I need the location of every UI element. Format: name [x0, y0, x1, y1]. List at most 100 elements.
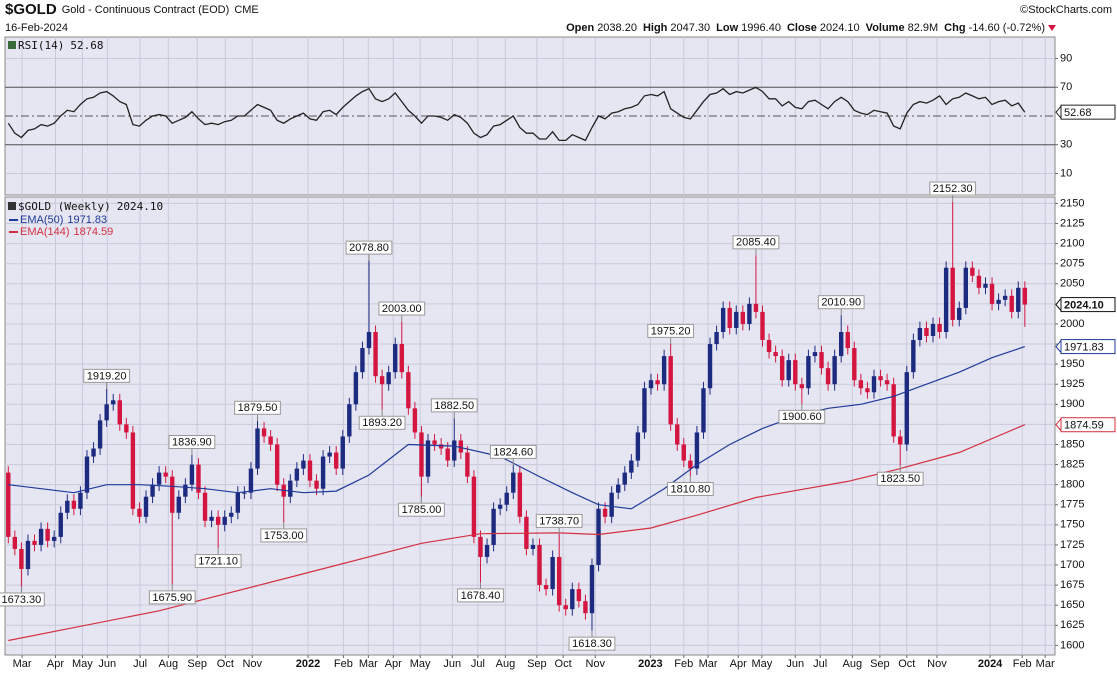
annotation-box: [0, 592, 45, 607]
candle-body: [563, 605, 568, 610]
candle-body: [970, 267, 975, 276]
candle-body: [963, 267, 969, 308]
annotation-label: 2003.00: [382, 303, 422, 315]
annotation-box: [817, 295, 865, 310]
candle-body: [727, 307, 732, 328]
rsi-line: [7, 86, 1026, 142]
candle-body: [406, 372, 411, 409]
candle-body: [6, 472, 11, 537]
date: 16-Feb-2024: [5, 22, 68, 34]
x-tick-label: Feb: [334, 658, 353, 670]
quote-key: Open: [566, 22, 594, 34]
candle-body: [307, 460, 313, 481]
x-tick-label: Nov: [585, 658, 605, 670]
candle-body: [45, 528, 50, 541]
candle-body: [681, 444, 686, 461]
quote-value: 1996.40: [741, 22, 781, 34]
candle-body: [688, 460, 693, 469]
candle-body: [71, 500, 77, 509]
annotation-label: 1738.70: [539, 515, 579, 527]
candle-body: [589, 565, 595, 614]
annotation-box: [489, 444, 537, 459]
y-tick-label: 70: [1060, 81, 1072, 93]
annotation-label: 1975.20: [651, 325, 691, 337]
candle-body: [943, 267, 949, 332]
candle-body: [465, 452, 470, 477]
y-tick-label: 1825: [1060, 458, 1084, 470]
candle-body: [379, 376, 385, 385]
candle-body: [288, 480, 293, 497]
candle-body: [117, 400, 122, 425]
x-tick-label: Mar: [1036, 658, 1055, 670]
annotation-label: 2078.80: [349, 242, 389, 254]
candle-body: [537, 544, 542, 586]
annotation-label: 2152.30: [933, 183, 973, 195]
badge-pointer: [1055, 297, 1062, 312]
candle-body: [825, 368, 831, 385]
candle-body: [845, 331, 850, 349]
candle-body: [25, 540, 31, 570]
x-tick-label: Oct: [217, 658, 234, 670]
candle-body: [91, 448, 96, 457]
candle-body: [1002, 295, 1008, 300]
legend-value: 1971.83: [67, 214, 107, 226]
candle-body: [773, 352, 778, 357]
annotation-box: [398, 502, 445, 517]
quote-value: 2024.10: [820, 22, 860, 34]
candle-body: [701, 388, 706, 433]
candle-body: [609, 492, 614, 517]
candle-body: [393, 344, 398, 373]
x-tick-label: 2023: [638, 658, 662, 670]
x-tick-label: Aug: [843, 658, 863, 670]
annotation-box: [732, 235, 780, 250]
candle-body: [497, 504, 503, 509]
x-tick-label: Oct: [555, 658, 572, 670]
candle-body: [347, 404, 352, 437]
x-tick-label: Oct: [898, 658, 915, 670]
candle-body: [832, 356, 837, 385]
annotation-label: 1618.30: [572, 638, 612, 650]
candle-body: [366, 331, 372, 349]
legend-title: RSI(14): [18, 39, 64, 52]
candle-body: [504, 492, 509, 505]
quote-value: 82.9M: [908, 22, 939, 34]
annotation-label: 2085.40: [736, 237, 776, 249]
value-badge: [1060, 339, 1116, 355]
annotation-label: 1879.50: [238, 402, 278, 414]
candle-body: [648, 380, 654, 389]
candle-body: [419, 432, 424, 477]
legend-icon: [8, 202, 16, 210]
candle-body: [642, 388, 647, 433]
plot-background: [4, 196, 1056, 656]
quote-value: 2047.30: [670, 22, 710, 34]
y-tick-label: 2000: [1060, 318, 1084, 330]
legend: $GOLD (Weekly) 2024.10: [18, 200, 163, 213]
x-tick-label: May: [751, 658, 772, 670]
candle-body: [373, 331, 378, 377]
quote-line: Open 2038.20 High 2047.30 Low 1996.40 Close 202…: [566, 22, 1045, 34]
candle-body: [838, 331, 844, 357]
y-tick-label: 1750: [1060, 519, 1084, 531]
annotation-box: [929, 181, 977, 196]
annotation-label: 1836.90: [172, 436, 212, 448]
candle-body: [911, 340, 916, 373]
badge-label: 1874.59: [1064, 420, 1104, 432]
annotation-label: 1753.00: [264, 530, 304, 542]
x-tick-label: Mar: [359, 658, 378, 670]
x-tick-label: Jun: [443, 658, 461, 670]
candle-body: [170, 476, 175, 513]
y-tick-label: 1700: [1060, 559, 1084, 571]
value-badge: [1060, 297, 1116, 313]
candle-body: [884, 380, 890, 385]
x-tick-label: Feb: [674, 658, 693, 670]
legend-icon: [8, 41, 16, 49]
candle-body: [130, 432, 136, 509]
candle-body: [937, 323, 942, 332]
instrument-name: Gold - Continuous Contract (EOD): [62, 4, 230, 16]
candle-body: [989, 283, 995, 304]
candle-body: [156, 472, 162, 485]
x-tick-label: Apr: [385, 658, 402, 670]
candle-body: [616, 484, 621, 493]
candle-body: [314, 480, 319, 489]
